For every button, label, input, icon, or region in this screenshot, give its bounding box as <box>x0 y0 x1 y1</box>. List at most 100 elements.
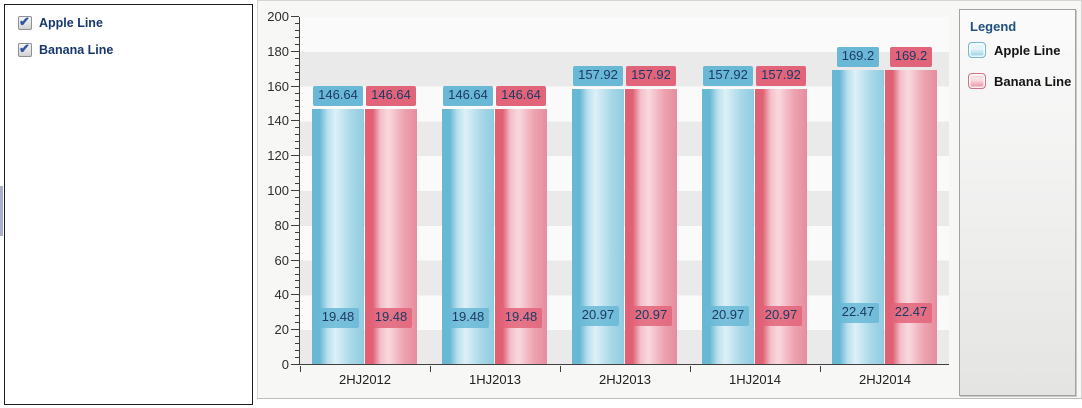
y-axis-minor-tick <box>295 252 299 254</box>
y-axis-tick-label: 140 <box>267 113 289 129</box>
banana-series-swatch-icon <box>968 73 986 89</box>
checkmark-icon: ✔ <box>19 41 30 56</box>
y-axis-minor-tick <box>295 183 299 185</box>
x-axis-category-label: 1HJ2013 <box>468 372 522 387</box>
y-axis-tick-label: 100 <box>267 183 289 198</box>
checkmark-icon: ✔ <box>19 14 30 29</box>
y-axis-minor-tick <box>295 287 299 289</box>
bar-top-value-label: 146.64 <box>365 85 417 106</box>
y-axis-tick-label: 80 <box>274 217 289 233</box>
x-axis-category-label: 2HJ2012 <box>338 372 392 387</box>
series-toggle-label: Apple Line <box>39 16 103 30</box>
bar-top-value-label: 146.64 <box>312 85 364 106</box>
legend-panel: Legend Apple Line Banana Line <box>959 9 1076 396</box>
bar-top-value-label: 146.64 <box>495 85 547 106</box>
y-axis-minor-tick <box>295 343 299 345</box>
y-axis-minor-tick <box>295 64 299 66</box>
bar-banana-line-2HJ2014 <box>885 69 937 364</box>
bar-banana-line-2HJ2013 <box>625 89 677 364</box>
y-axis-minor-tick <box>295 176 299 178</box>
y-axis-major-tick <box>291 329 299 331</box>
legend-entry-banana: Banana Line <box>968 73 1071 89</box>
bar-banana-line-1HJ2014 <box>755 89 807 364</box>
value-label-text: 157.92 <box>756 66 806 87</box>
chart-panel: 0 20 40 60 80 100 120 140 160 180 200 2HJ2012 1HJ201… <box>257 0 1082 399</box>
y-axis-minor-tick <box>295 357 299 359</box>
bar-top-value-label: 157.92 <box>625 66 677 87</box>
y-axis-minor-tick <box>295 148 299 150</box>
y-axis-minor-tick <box>295 134 299 136</box>
y-axis-minor-tick <box>295 113 299 115</box>
y-axis-minor-tick <box>295 141 299 143</box>
y-axis-minor-tick <box>295 127 299 129</box>
y-axis-minor-tick <box>295 308 299 310</box>
y-axis-tick-label: 120 <box>267 148 289 164</box>
value-label-text: 146.64 <box>366 85 416 106</box>
legend-entry-label: Banana Line <box>994 73 1072 89</box>
y-axis-minor-tick <box>295 203 299 205</box>
value-label-text: 146.64 <box>443 85 493 106</box>
legend-title: Legend <box>970 19 1017 34</box>
x-axis-tick <box>560 366 561 372</box>
bar-top-value-label: 169.2 <box>832 46 884 67</box>
x-axis-tick <box>300 366 301 372</box>
series-toggle-apple[interactable]: ✔ Apple Line <box>18 14 103 32</box>
bar-apple-line-1HJ2013 <box>442 108 494 364</box>
panel-splitter-handle[interactable] <box>0 186 3 236</box>
bar-apple-line-2HJ2014 <box>832 69 884 364</box>
y-axis-minor-tick <box>295 350 299 352</box>
y-axis-minor-tick <box>295 162 299 164</box>
y-axis-minor-tick <box>295 280 299 282</box>
y-axis-minor-tick <box>295 238 299 240</box>
checkbox-checked-icon[interactable]: ✔ <box>18 14 32 30</box>
value-label-text: 157.92 <box>626 66 676 87</box>
x-axis-tick <box>820 366 821 372</box>
y-axis-major-tick <box>291 85 299 87</box>
checkbox-checked-icon[interactable]: ✔ <box>18 41 32 57</box>
bar-apple-line-1HJ2014 <box>702 89 754 364</box>
bar-top-value-label: 157.92 <box>572 66 624 87</box>
y-axis-minor-tick <box>295 78 299 80</box>
y-axis-minor-tick <box>295 245 299 247</box>
x-axis-tick <box>430 366 431 372</box>
bar-top-value-label: 157.92 <box>755 66 807 87</box>
y-axis-minor-tick <box>295 301 299 303</box>
bar-apple-line-2HJ2013 <box>572 89 624 364</box>
y-axis-tick-label: 0 <box>281 357 289 372</box>
y-axis-minor-tick <box>295 322 299 324</box>
value-label-text: 169.2 <box>836 46 880 67</box>
y-axis-minor-tick <box>295 71 299 73</box>
series-toggle-label: Banana Line <box>39 43 114 57</box>
y-axis-major-tick <box>291 120 299 122</box>
apple-series-swatch-icon <box>968 42 986 58</box>
y-axis-minor-tick <box>295 315 299 317</box>
series-checklist-panel: ✔ Apple Line ✔ Banana Line <box>4 4 253 405</box>
value-label-text: 146.64 <box>313 85 363 106</box>
y-axis-tick-label: 40 <box>274 287 289 303</box>
bar-top-value-label: 169.2 <box>885 46 937 67</box>
y-axis-minor-tick <box>295 29 299 31</box>
y-axis-tick-label: 20 <box>274 322 289 338</box>
legend-entry-apple: Apple Line <box>968 42 1060 58</box>
series-toggle-banana[interactable]: ✔ Banana Line <box>18 41 113 59</box>
bar-top-value-label: 146.64 <box>442 85 494 106</box>
y-axis-minor-tick <box>295 22 299 24</box>
x-axis-category-label: 2HJ2013 <box>598 372 652 387</box>
value-label-text: 169.2 <box>889 46 933 67</box>
y-axis-major-tick <box>291 259 299 261</box>
y-axis-major-tick <box>291 16 299 17</box>
y-axis-tick-label: 160 <box>267 78 289 94</box>
x-axis-tick <box>690 366 691 372</box>
y-axis-tick-label: 200 <box>267 9 289 24</box>
y-axis-major-tick <box>291 294 299 296</box>
y-axis-minor-tick <box>295 99 299 101</box>
y-axis-minor-tick <box>295 336 299 338</box>
bar-apple-line-2HJ2012 <box>312 108 364 364</box>
y-axis-major-tick <box>291 224 299 226</box>
y-axis-minor-tick <box>295 266 299 268</box>
y-axis-minor-tick <box>295 36 299 38</box>
x-axis-category-label: 2HJ2014 <box>858 372 912 387</box>
x-axis-category-label: 1HJ2014 <box>728 372 782 387</box>
value-label-text: 157.92 <box>703 66 753 87</box>
